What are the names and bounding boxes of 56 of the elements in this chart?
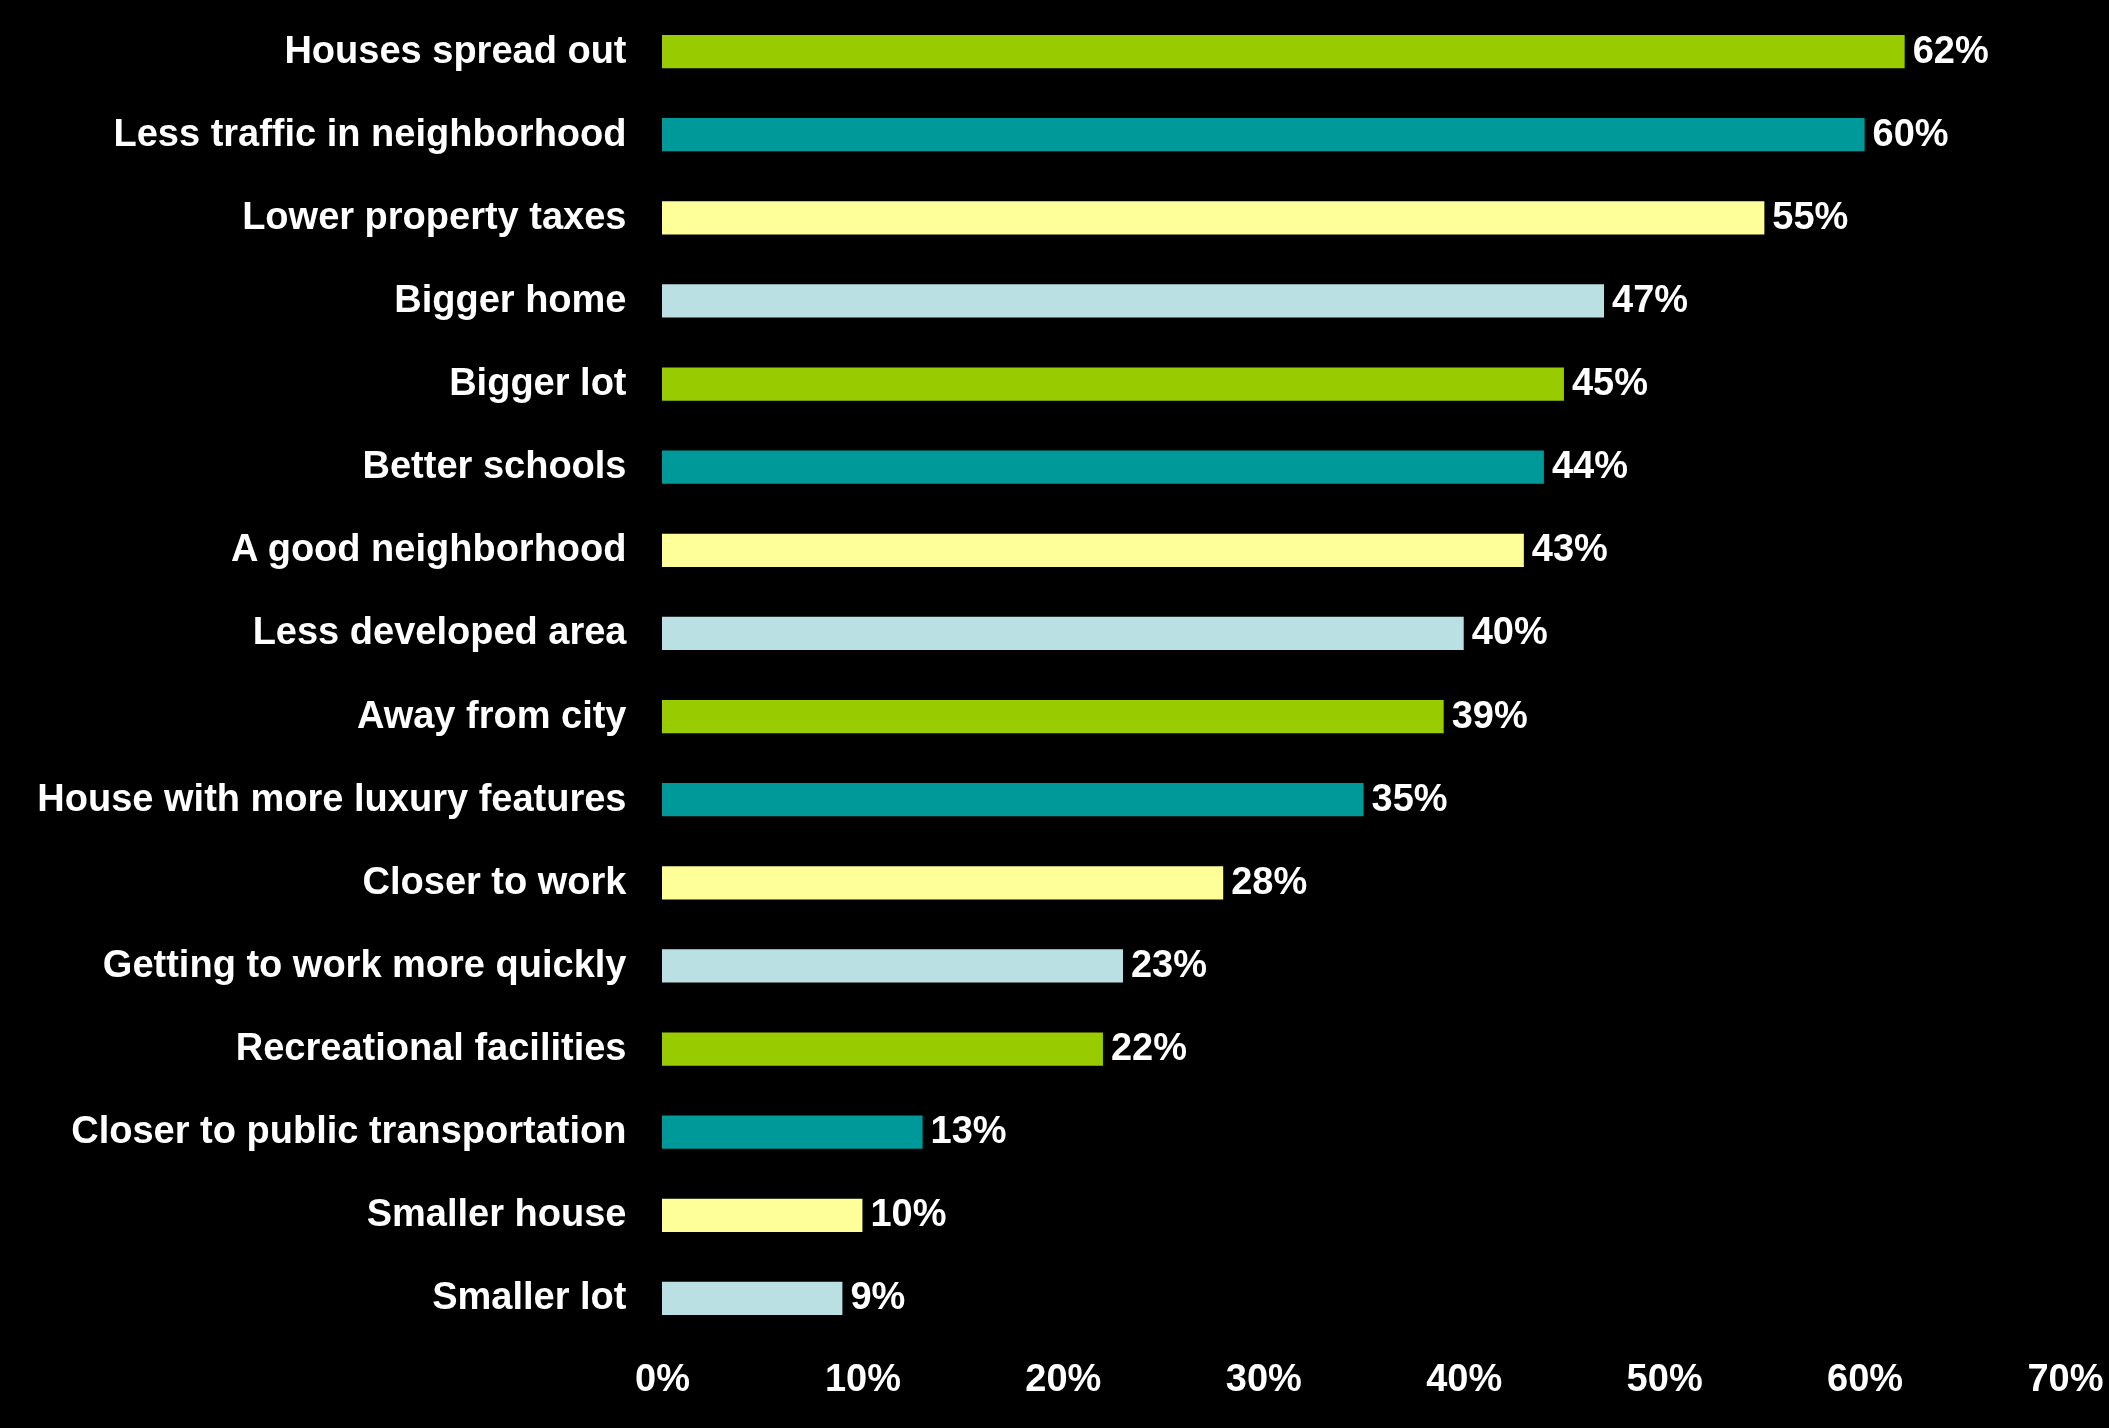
x-tick-label: 20% (1025, 1356, 1102, 1399)
bar (662, 450, 1544, 484)
y-tick-label: Better schools (362, 444, 627, 487)
data-label: 60% (1872, 111, 1949, 154)
data-label: 9% (850, 1275, 906, 1318)
bar (662, 533, 1524, 567)
x-tick-label: 0% (635, 1356, 690, 1399)
bar (662, 284, 1605, 318)
data-label: 22% (1110, 1026, 1188, 1069)
y-tick-label: A good neighborhood (231, 527, 627, 570)
data-label: 47% (1612, 277, 1689, 320)
x-tick-label: 60% (1827, 1356, 1904, 1399)
y-tick-label: Bigger home (394, 277, 627, 320)
bar (662, 866, 1224, 900)
data-label: 40% (1471, 610, 1548, 653)
x-tick-label: 50% (1626, 1356, 1703, 1399)
x-tick-label: 10% (824, 1356, 901, 1399)
bar (662, 1198, 863, 1232)
data-label: 35% (1371, 776, 1448, 819)
bar (662, 1115, 923, 1149)
x-tick-label: 70% (2027, 1356, 2104, 1399)
y-tick-label: Recreational facilities (235, 1026, 627, 1069)
data-label: 44% (1551, 444, 1628, 487)
bar (662, 783, 1364, 817)
bar (662, 1281, 843, 1316)
bar (662, 699, 1444, 734)
y-tick-label: Less developed area (252, 610, 628, 653)
bar (662, 616, 1464, 651)
y-tick-label: House with more luxury features (37, 776, 627, 819)
data-label: 45% (1571, 361, 1648, 404)
bar (662, 201, 1765, 235)
x-tick-label: 30% (1225, 1356, 1302, 1399)
y-tick-label: Lower property taxes (242, 194, 627, 237)
bar (662, 367, 1564, 401)
data-label: 13% (930, 1109, 1007, 1152)
data-label: 39% (1451, 693, 1528, 736)
data-label: 10% (870, 1192, 947, 1235)
y-tick-label: Smaller house (366, 1192, 627, 1235)
data-label: 62% (1912, 28, 1989, 71)
y-tick-label: Houses spread out (284, 28, 627, 71)
data-label: 28% (1231, 859, 1308, 902)
data-label: 23% (1130, 942, 1208, 985)
bar (662, 949, 1123, 983)
y-tick-label: Closer to work (362, 859, 628, 902)
y-tick-label: Smaller lot (432, 1275, 627, 1318)
x-tick-label: 40% (1426, 1356, 1503, 1399)
y-tick-label: Away from city (356, 693, 627, 736)
y-tick-label: Closer to public transportation (71, 1109, 627, 1152)
bar (662, 1032, 1103, 1066)
y-tick-label: Less traffic in neighborhood (113, 111, 627, 154)
bar (662, 34, 1905, 69)
bar (662, 118, 1865, 152)
y-tick-label: Getting to work more quickly (102, 942, 627, 985)
y-tick-label: Bigger lot (449, 361, 627, 404)
data-label: 55% (1772, 194, 1849, 237)
data-label: 43% (1531, 527, 1608, 570)
